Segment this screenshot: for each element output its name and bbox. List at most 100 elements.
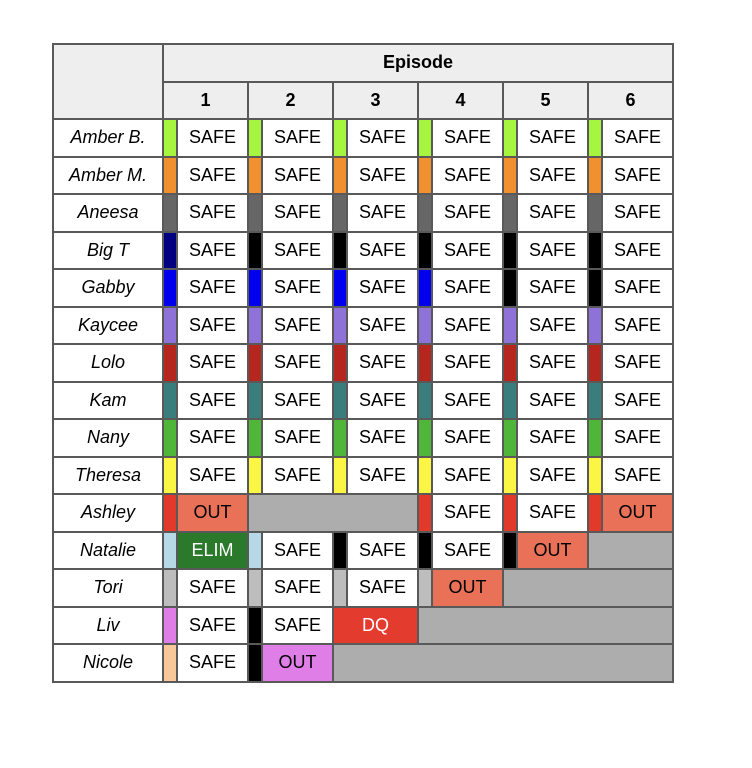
result-cell: SAFE: [346, 530, 419, 570]
color-strip: [332, 568, 348, 608]
result-cell: SAFE: [346, 380, 419, 420]
result-cell: SAFE: [601, 118, 674, 158]
result-cell: SAFE: [261, 568, 334, 608]
contestant-name: Amber M.: [52, 155, 164, 195]
color-strip: [587, 493, 603, 533]
color-strip: [332, 305, 348, 345]
color-strip: [162, 530, 178, 570]
color-strip: [247, 380, 263, 420]
color-strip: [332, 418, 348, 458]
result-cell: SAFE: [346, 305, 419, 345]
table-row: Gabby SAFE SAFE SAFE SAFE SAFE SAFE: [52, 268, 674, 308]
result-cell: SAFE: [516, 455, 589, 495]
result-cell: SAFE: [176, 155, 249, 195]
color-strip: [162, 643, 178, 683]
eliminated-cell: [502, 568, 674, 608]
result-cell: SAFE: [431, 193, 504, 233]
result-cell: SAFE: [601, 380, 674, 420]
episode-2-header: 2: [247, 80, 334, 120]
result-cell: SAFE: [601, 268, 674, 308]
result-cell: SAFE: [346, 268, 419, 308]
color-strip: [247, 643, 263, 683]
result-cell: SAFE: [516, 118, 589, 158]
result-cell: SAFE: [176, 643, 249, 683]
result-cell: SAFE: [431, 230, 504, 270]
episode-header: Episode: [162, 43, 674, 83]
table-row: Amber M. SAFE SAFE SAFE SAFE SAFE SAFE: [52, 155, 674, 195]
result-cell: OUT: [176, 493, 249, 533]
color-strip: [162, 455, 178, 495]
result-cell: SAFE: [516, 493, 589, 533]
corner-cell: [52, 43, 164, 120]
episode-4-header: 4: [417, 80, 504, 120]
color-strip: [162, 230, 178, 270]
result-cell: SAFE: [601, 155, 674, 195]
result-cell: SAFE: [431, 155, 504, 195]
result-cell: SAFE: [176, 230, 249, 270]
table-row: Aneesa SAFE SAFE SAFE SAFE SAFE SAFE: [52, 193, 674, 233]
color-strip: [162, 343, 178, 383]
color-strip: [247, 118, 263, 158]
result-cell: SAFE: [176, 268, 249, 308]
result-cell: SAFE: [346, 418, 419, 458]
color-strip: [417, 343, 433, 383]
color-strip: [332, 530, 348, 570]
result-cell: SAFE: [431, 455, 504, 495]
color-strip: [502, 493, 518, 533]
result-cell: SAFE: [346, 230, 419, 270]
result-cell: SAFE: [176, 568, 249, 608]
result-cell: SAFE: [601, 305, 674, 345]
color-strip: [162, 493, 178, 533]
result-cell: SAFE: [176, 193, 249, 233]
color-strip: [417, 118, 433, 158]
result-cell: SAFE: [431, 343, 504, 383]
result-cell: SAFE: [346, 193, 419, 233]
color-strip: [502, 305, 518, 345]
result-cell: SAFE: [516, 305, 589, 345]
color-strip: [247, 530, 263, 570]
color-strip: [332, 193, 348, 233]
color-strip: [417, 268, 433, 308]
color-strip: [587, 118, 603, 158]
contestant-name: Tori: [52, 568, 164, 608]
episode-3-header: 3: [332, 80, 419, 120]
result-cell: SAFE: [431, 493, 504, 533]
result-cell: SAFE: [431, 380, 504, 420]
result-cell: SAFE: [601, 418, 674, 458]
result-cell: SAFE: [516, 193, 589, 233]
result-cell: SAFE: [431, 118, 504, 158]
result-cell: SAFE: [431, 530, 504, 570]
result-cell: SAFE: [516, 230, 589, 270]
result-cell: SAFE: [346, 118, 419, 158]
color-strip: [417, 455, 433, 495]
color-strip: [162, 268, 178, 308]
table-row: Nicole SAFE OUT: [52, 643, 674, 683]
result-cell: SAFE: [176, 605, 249, 645]
eliminated-cell: [417, 605, 674, 645]
result-cell: SAFE: [261, 343, 334, 383]
color-strip: [502, 268, 518, 308]
table-row: Lolo SAFE SAFE SAFE SAFE SAFE SAFE: [52, 343, 674, 383]
color-strip: [417, 155, 433, 195]
result-cell: SAFE: [431, 305, 504, 345]
result-cell: SAFE: [516, 418, 589, 458]
eliminated-cell: [247, 493, 419, 533]
result-cell: SAFE: [516, 268, 589, 308]
color-strip: [502, 118, 518, 158]
result-cell: SAFE: [176, 380, 249, 420]
color-strip: [502, 380, 518, 420]
color-strip: [502, 230, 518, 270]
color-strip: [587, 305, 603, 345]
result-cell: SAFE: [516, 155, 589, 195]
result-cell: OUT: [431, 568, 504, 608]
color-strip: [247, 305, 263, 345]
result-cell: SAFE: [261, 268, 334, 308]
table-row: Amber B. SAFE SAFE SAFE SAFE SAFE SAFE: [52, 118, 674, 158]
episode-1-header: 1: [162, 80, 249, 120]
contestant-name: Gabby: [52, 268, 164, 308]
color-strip: [247, 605, 263, 645]
result-cell: SAFE: [261, 605, 334, 645]
color-strip: [587, 193, 603, 233]
color-strip: [247, 155, 263, 195]
result-cell: SAFE: [601, 455, 674, 495]
